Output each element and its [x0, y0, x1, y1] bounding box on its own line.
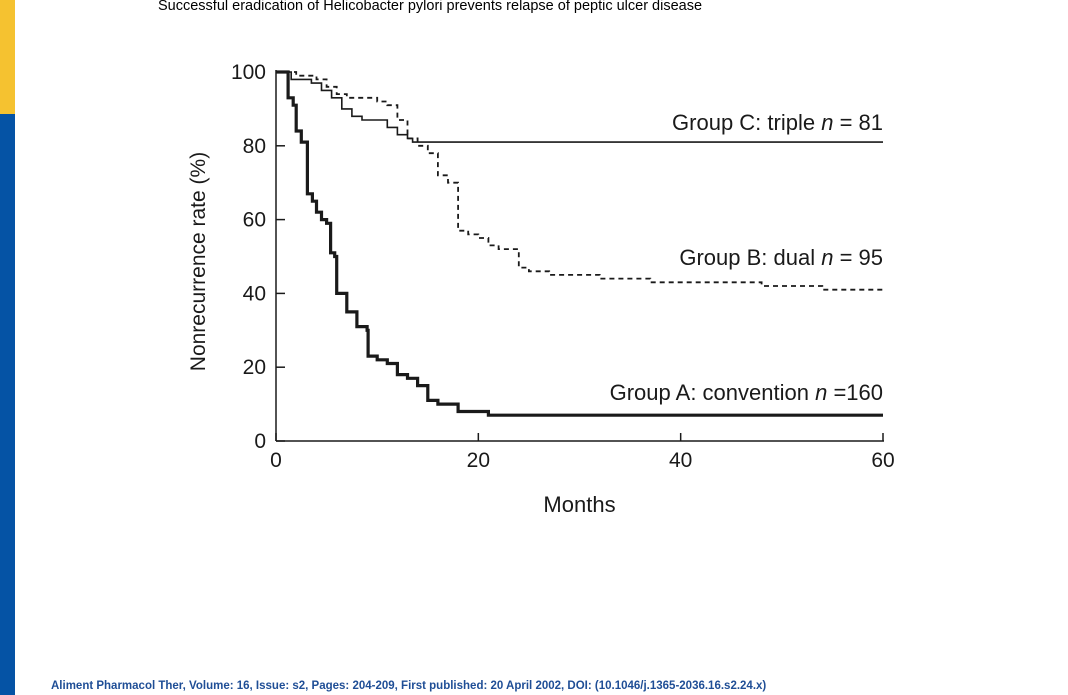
chart-ticks: 0 20 40 60 0 20 40 60 80 100: [231, 61, 895, 472]
series-label: Group B: dual n = 95: [679, 245, 883, 270]
series-label-count: =160: [827, 380, 883, 405]
series-label-n: n: [821, 245, 833, 270]
y-tick-label: 20: [243, 356, 266, 379]
chart-labels: Months Nonrecurrence rate (%) Group C: tri…: [187, 110, 883, 517]
series-label-group: Group A: convention: [610, 380, 815, 405]
y-tick-label: 0: [254, 430, 266, 453]
series-label-n: n: [815, 380, 827, 405]
y-tick-label: 60: [243, 209, 266, 232]
series-label-n: n: [821, 110, 833, 135]
y-tick-label: 80: [243, 135, 266, 158]
x-tick-label: 40: [669, 449, 692, 472]
chart-series: [276, 70, 883, 417]
sidebar-accent-blue: [0, 114, 15, 695]
series-label: Group A: convention n =160: [610, 380, 883, 405]
series-label-count: = 95: [833, 245, 883, 270]
chart-axes: [275, 70, 884, 442]
y-axis-label: Nonrecurrence rate (%): [187, 152, 210, 371]
series-label-count: = 81: [833, 110, 883, 135]
y-tick-label: 40: [243, 282, 266, 305]
series-line-bold: [276, 70, 883, 417]
series-line-solid: [276, 71, 883, 143]
series-line-dashed: [276, 71, 883, 291]
citation: Aliment Pharmacol Ther, Volume: 16, Issu…: [51, 680, 767, 692]
series-label-group: Group C: triple: [672, 110, 821, 135]
x-tick-label: 0: [270, 449, 282, 472]
sidebar-accent-yellow: [0, 0, 15, 114]
series-label-group: Group B: dual: [679, 245, 821, 270]
x-axis-label: Months: [543, 492, 615, 517]
series-label: Group C: triple n = 81: [672, 110, 883, 135]
x-tick-label: 60: [871, 449, 894, 472]
x-tick-label: 20: [467, 449, 490, 472]
slide-title: Successful eradication of Helicobacter p…: [158, 0, 703, 14]
sidebar-accent-bar: [0, 0, 15, 695]
y-tick-label: 100: [231, 61, 266, 84]
